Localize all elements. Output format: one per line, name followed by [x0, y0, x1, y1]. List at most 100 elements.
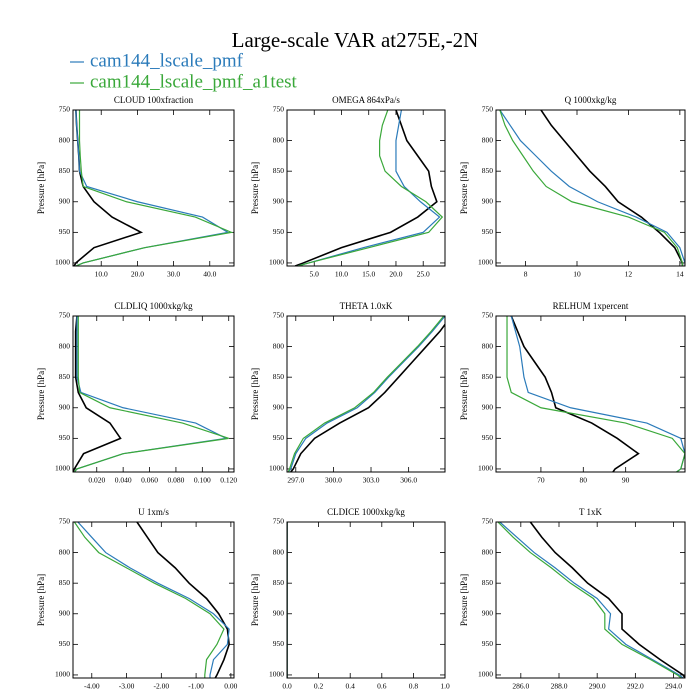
y-tick-label: 850 [482, 372, 494, 381]
y-tick-label: 850 [273, 578, 285, 587]
x-tick-label: 0.4 [346, 682, 356, 691]
y-axis-label: Pressure [hPa] [36, 162, 46, 214]
y-axis-label: Pressure [hPa] [36, 574, 46, 626]
profile-line [73, 110, 144, 266]
plot-frame [286, 315, 446, 473]
y-tick-label: 800 [59, 341, 71, 350]
x-tick-label: 10 [573, 270, 581, 279]
x-tick-label: 5.0 [310, 270, 320, 279]
x-tick-label: 0.8 [409, 682, 419, 691]
y-tick-label: 750 [482, 105, 494, 114]
y-axis-label: Pressure [hPa] [250, 162, 260, 214]
profile-line [75, 110, 234, 266]
y-tick-label: 800 [482, 135, 494, 144]
y-axis-label: Pressure [hPa] [459, 574, 469, 626]
y-tick-label: 1000 [478, 670, 493, 679]
x-tick-label: 292.0 [627, 682, 644, 691]
page-title: Large-scale VAR at275E,-2N [232, 28, 479, 52]
y-axis-label: Pressure [hPa] [250, 574, 260, 626]
y-tick-label: 1000 [269, 670, 284, 679]
x-tick-label: 0.0 [282, 682, 292, 691]
x-tick-label: 90 [622, 476, 630, 485]
y-tick-label: 800 [482, 547, 494, 556]
y-tick-label: 900 [482, 196, 494, 205]
x-tick-label: 0.2 [314, 682, 324, 691]
profile-line [73, 522, 225, 678]
y-tick-label: 950 [273, 227, 285, 236]
plot-area [287, 316, 445, 472]
profile-line [136, 522, 230, 678]
y-tick-label: 750 [482, 311, 494, 320]
y-tick-label: 800 [273, 547, 285, 556]
profile-line [499, 110, 684, 266]
profile-line [540, 110, 684, 266]
x-tick-label: 10.0 [95, 270, 108, 279]
panel-title: CLDLIQ 1000xkg/kg [114, 301, 193, 311]
plot-area [73, 316, 229, 472]
y-tick-label: 750 [273, 105, 285, 114]
x-tick-label: 0.6 [377, 682, 387, 691]
y-tick-label: 900 [59, 196, 71, 205]
panel-title: THETA 1.0xK [340, 301, 393, 311]
y-tick-label: 950 [273, 639, 285, 648]
x-tick-label: 0.00 [224, 682, 237, 691]
y-tick-label: 900 [273, 402, 285, 411]
panel-title: Q 1000xkg/kg [565, 95, 617, 105]
x-tick-label: -2.00 [154, 682, 170, 691]
y-tick-label: 800 [273, 341, 285, 350]
plot-frame [286, 109, 446, 267]
y-tick-label: 900 [273, 196, 285, 205]
y-tick-label: 1000 [478, 464, 493, 473]
y-tick-label: 900 [482, 402, 494, 411]
x-tick-label: 0.060 [141, 476, 158, 485]
y-tick-label: 1000 [55, 464, 70, 473]
plot-frame [72, 109, 235, 267]
y-tick-label: 800 [273, 135, 285, 144]
x-tick-label: 14 [676, 270, 684, 279]
panel-title: RELHUM 1xpercent [553, 301, 629, 311]
profile-line [287, 316, 445, 472]
y-tick-label: 950 [482, 433, 494, 442]
plot-area [506, 316, 685, 472]
y-tick-label: 1000 [269, 258, 284, 267]
y-axis-label: Pressure [hPa] [250, 368, 260, 420]
profile-line [287, 316, 445, 472]
y-tick-label: 1000 [478, 258, 493, 267]
x-tick-label: 306.0 [400, 476, 417, 485]
plot-frame [72, 315, 235, 473]
profile-line [499, 522, 684, 678]
profile-line [297, 110, 441, 266]
y-tick-label: 950 [59, 639, 71, 648]
x-tick-label: 25.0 [417, 270, 430, 279]
profile-line [75, 110, 230, 266]
x-tick-label: 30.0 [167, 270, 180, 279]
x-tick-label: 70 [537, 476, 545, 485]
y-tick-label: 850 [273, 372, 285, 381]
x-tick-label: 12 [625, 270, 633, 279]
x-tick-label: 0.040 [115, 476, 132, 485]
y-tick-label: 800 [482, 341, 494, 350]
y-tick-label: 750 [482, 517, 494, 526]
x-tick-label: 20.0 [131, 270, 144, 279]
x-tick-label: 297.0 [287, 476, 304, 485]
x-tick-label: 303.0 [363, 476, 380, 485]
plot-area [73, 110, 234, 266]
legend-label: cam144_lscale_pmf_a1test [90, 71, 298, 92]
y-tick-label: 900 [273, 608, 285, 617]
plot-frame [72, 521, 235, 679]
y-tick-label: 900 [59, 608, 71, 617]
profile-line [499, 110, 685, 266]
profile-line [497, 522, 682, 678]
x-tick-label: -3.00 [119, 682, 135, 691]
x-tick-label: 0.080 [167, 476, 184, 485]
x-tick-label: 15.0 [362, 270, 375, 279]
y-tick-label: 800 [59, 547, 71, 556]
panel-title: CLOUD 100xfraction [114, 95, 194, 105]
y-tick-label: 950 [273, 433, 285, 442]
x-tick-label: 20.0 [389, 270, 402, 279]
x-tick-label: 0.020 [88, 476, 105, 485]
x-tick-label: 290.0 [589, 682, 606, 691]
x-tick-label: 1.0 [440, 682, 450, 691]
profile-line [510, 316, 685, 472]
x-tick-label: -1.00 [188, 682, 204, 691]
